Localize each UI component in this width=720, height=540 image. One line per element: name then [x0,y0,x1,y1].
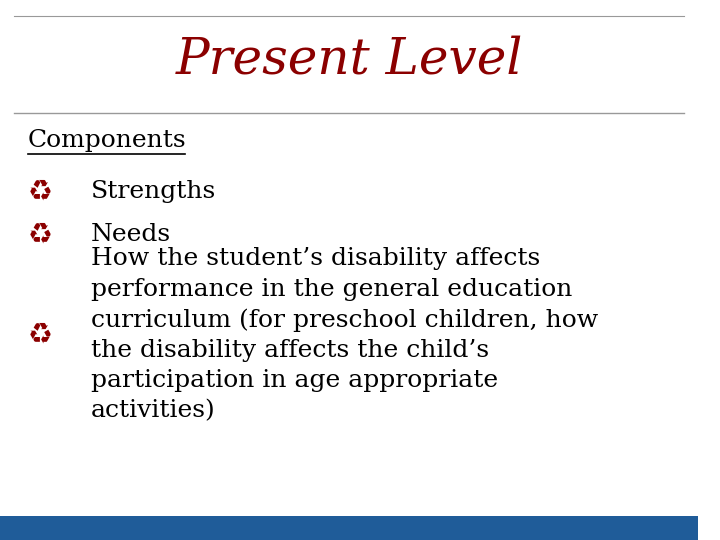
FancyBboxPatch shape [0,516,698,540]
Text: ♻: ♻ [28,178,53,206]
Text: ♻: ♻ [28,221,53,249]
Text: Strengths: Strengths [91,180,216,203]
Text: ♻: ♻ [28,321,53,349]
Text: Needs: Needs [91,224,171,246]
Text: Components: Components [28,129,186,152]
Text: Present Level: Present Level [176,35,523,84]
Text: How the student’s disability affects
performance in the general education
curric: How the student’s disability affects per… [91,247,598,422]
